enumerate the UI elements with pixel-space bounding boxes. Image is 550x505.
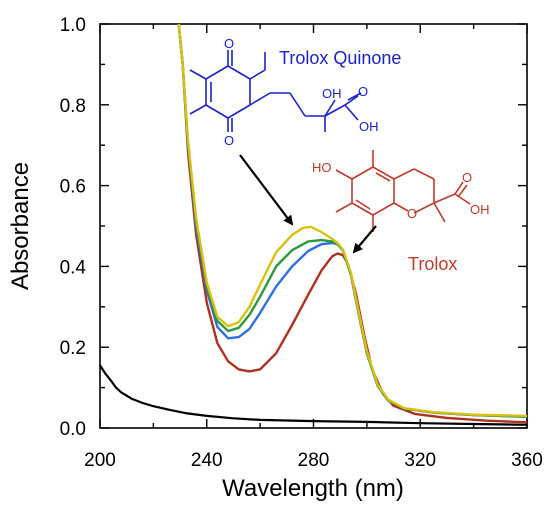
x-tick-labels: 200 240 280 320 360 — [84, 450, 543, 471]
quinone-arrow — [239, 154, 294, 226]
atom-label: O — [462, 170, 472, 185]
trolox-quinone-atoms: O O OH O OH — [224, 36, 379, 148]
y-tick-label: 1.0 — [60, 15, 86, 36]
series-line-yellow — [177, 23, 528, 418]
trolox-quinone-label: Trolox Quinone — [279, 48, 401, 68]
atom-label: O — [407, 206, 417, 221]
x-tick-label: 240 — [191, 450, 223, 471]
trolox-structure — [335, 150, 471, 232]
trolox-atoms: HO O O OH — [312, 160, 490, 221]
plot-frame — [99, 23, 528, 429]
y-tick-label: 0.2 — [60, 338, 86, 359]
y-tick-labels: 0.0 0.2 0.4 0.6 0.8 1.0 — [60, 15, 87, 440]
atom-label: O — [358, 84, 368, 99]
y-tick-label: 0.8 — [60, 96, 86, 117]
series-line-baseline — [99, 364, 528, 426]
x-axis-title: Wavelength (nm) — [222, 475, 404, 502]
x-tick-label: 200 — [84, 450, 116, 471]
atom-label: O — [224, 36, 234, 51]
x-tick-label: 280 — [298, 450, 330, 471]
atom-label: O — [224, 133, 234, 148]
atom-label: OH — [322, 86, 342, 101]
y-tick-label: 0.0 — [60, 419, 86, 440]
series-line-green — [177, 23, 528, 418]
trolox-arrow — [352, 225, 377, 254]
series-line-trolox — [177, 23, 528, 424]
y-tick-label: 0.4 — [60, 257, 87, 278]
x-tick-label: 360 — [511, 450, 543, 471]
atom-label: HO — [312, 160, 332, 175]
atom-label: OH — [470, 202, 490, 217]
atom-label: OH — [359, 119, 379, 134]
trolox-label: Trolox — [408, 254, 457, 274]
x-tick-label: 320 — [404, 450, 436, 471]
series-line-blue — [177, 23, 528, 418]
y-axis-title: Absorbance — [7, 162, 34, 290]
trolox-quinone-structure — [189, 50, 362, 132]
y-tick-label: 0.6 — [60, 177, 86, 198]
axis-ticks — [99, 23, 528, 429]
series-group — [99, 23, 528, 426]
